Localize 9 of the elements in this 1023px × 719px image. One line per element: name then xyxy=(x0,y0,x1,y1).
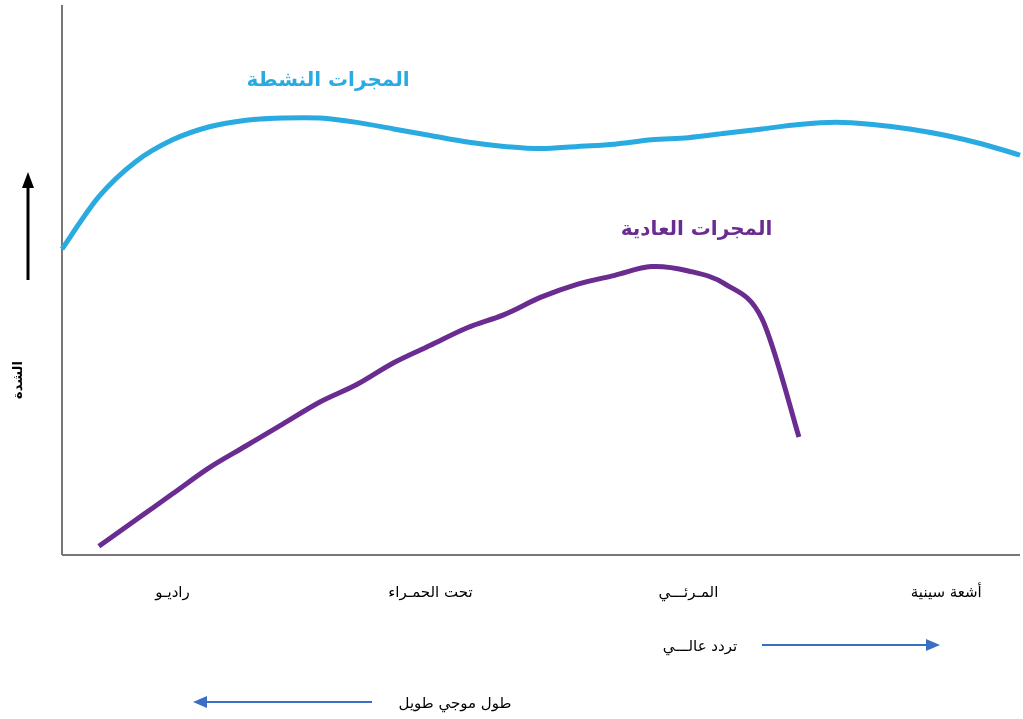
x-tick-label: أشعة سينية xyxy=(910,582,982,601)
text: طول موجي طويل xyxy=(398,694,512,713)
y-axis-title: الشدة xyxy=(10,361,25,399)
x-tick-label: راديـو xyxy=(154,583,190,601)
x-tick-label: المـرئـــي xyxy=(658,583,719,602)
series-label: المجرات العادية xyxy=(620,215,773,240)
text: تردد عالـــي xyxy=(662,637,738,656)
series-label: المجرات النشطة xyxy=(246,67,410,91)
x-tick-label: تحت الحمـراء xyxy=(388,583,473,601)
